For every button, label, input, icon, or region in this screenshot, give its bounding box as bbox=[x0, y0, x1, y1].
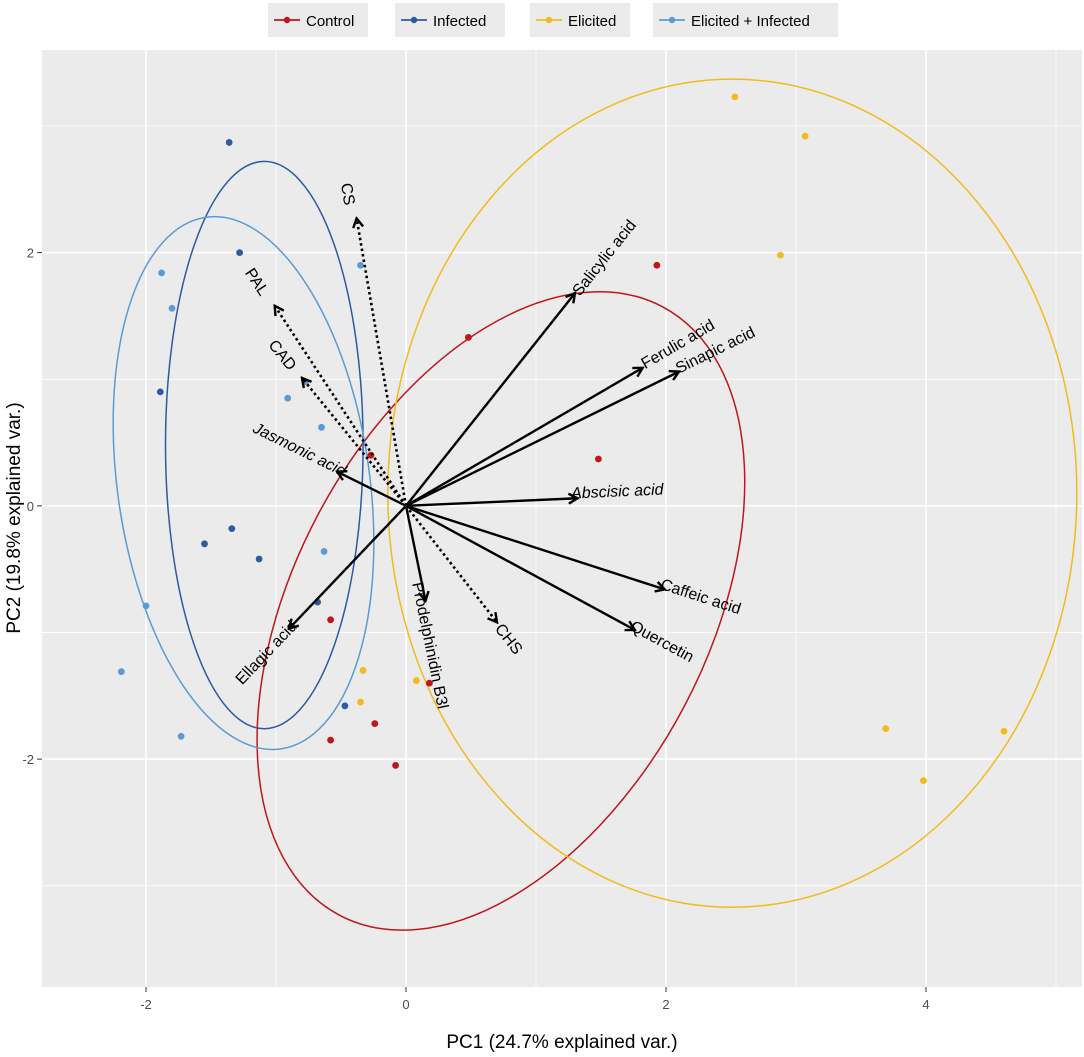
ellipse-infected bbox=[164, 160, 364, 730]
y-axis-title: PC2 (19.8% explained var.) bbox=[4, 402, 25, 633]
axis-ticks: -2 0 2 4 -2 0 2 bbox=[22, 246, 929, 1012]
x-tick-label: -2 bbox=[140, 997, 152, 1012]
legend-label-elicited: Elicited bbox=[568, 13, 616, 30]
point-elicited[interactable] bbox=[777, 251, 784, 259]
legend-item-control[interactable]: Control bbox=[268, 3, 368, 37]
x-axis-title: PC1 (24.7% explained var.) bbox=[446, 1032, 677, 1053]
point-control[interactable] bbox=[426, 679, 433, 687]
point-elicited-infected[interactable] bbox=[284, 394, 292, 402]
x-tick-label: 0 bbox=[402, 997, 409, 1012]
y-tick-label: -2 bbox=[22, 752, 34, 767]
point-elicited-infected[interactable] bbox=[142, 602, 150, 610]
point-infected[interactable] bbox=[255, 555, 263, 563]
loading-arrow-prodelphinidin-b3l bbox=[404, 505, 426, 601]
gridlines bbox=[42, 50, 1082, 987]
legend-item-elicited-infected[interactable]: Elicited + Infected bbox=[653, 3, 838, 37]
loading-label-cs: CS bbox=[337, 182, 358, 207]
point-elicited-infected[interactable] bbox=[117, 668, 125, 676]
point-elicited[interactable] bbox=[359, 667, 367, 674]
point-control[interactable] bbox=[371, 720, 379, 728]
loading-arrow-jasmonic-acid bbox=[337, 472, 407, 507]
ellipse-elicited bbox=[387, 78, 1078, 908]
point-infected[interactable] bbox=[236, 249, 244, 256]
plot-panel bbox=[42, 50, 1082, 987]
point-elicited[interactable] bbox=[357, 698, 364, 706]
point-elicited[interactable] bbox=[413, 677, 420, 684]
point-elicited[interactable] bbox=[1000, 727, 1008, 735]
loading-arrow-quercetin bbox=[405, 504, 635, 630]
legend-item-infected[interactable]: Infected bbox=[395, 3, 505, 37]
point-elicited-infected[interactable] bbox=[357, 261, 364, 269]
point-elicited[interactable] bbox=[731, 93, 739, 101]
loading-label-abscisic-acid: Abscisic acid bbox=[570, 481, 665, 502]
point-infected[interactable] bbox=[201, 540, 208, 548]
loading-arrow-chs bbox=[404, 505, 497, 622]
point-infected[interactable] bbox=[225, 139, 233, 146]
legend-label-control: Control bbox=[306, 13, 354, 30]
legend-label-elicited-infected: Elicited + Infected bbox=[691, 13, 810, 30]
loading-arrow-salicylic-acid bbox=[405, 293, 575, 507]
point-control[interactable] bbox=[392, 762, 399, 769]
y-tick-label: 2 bbox=[27, 246, 34, 261]
point-elicited[interactable] bbox=[801, 132, 809, 140]
loading-arrow-abscisic-acid bbox=[405, 498, 578, 508]
loading-arrow-pal bbox=[275, 306, 408, 507]
point-elicited-infected[interactable] bbox=[320, 548, 328, 555]
x-tick-label: 2 bbox=[662, 997, 669, 1012]
legend: Control Infected Elicited Elicited + Inf… bbox=[268, 3, 838, 37]
point-elicited-infected[interactable] bbox=[158, 269, 166, 277]
confidence-ellipses bbox=[112, 78, 1078, 931]
point-elicited-infected[interactable] bbox=[168, 304, 176, 312]
legend-key-dot bbox=[668, 16, 676, 24]
point-elicited-infected[interactable] bbox=[318, 423, 325, 431]
ellipse-control bbox=[256, 290, 746, 931]
point-elicited[interactable] bbox=[882, 725, 890, 733]
point-control[interactable] bbox=[653, 261, 661, 269]
point-infected[interactable] bbox=[341, 702, 349, 710]
point-control[interactable] bbox=[327, 736, 334, 744]
point-infected[interactable] bbox=[228, 525, 236, 533]
point-elicited[interactable] bbox=[920, 777, 927, 785]
point-elicited-infected[interactable] bbox=[177, 732, 185, 740]
loading-arrow-caffeic-acid bbox=[405, 504, 665, 590]
loading-arrow-ellagic-acid bbox=[289, 505, 407, 629]
sample-points bbox=[117, 93, 1008, 785]
ellipse-elicited-infected bbox=[112, 215, 375, 751]
legend-key-dot bbox=[283, 16, 291, 24]
point-control[interactable] bbox=[367, 451, 375, 459]
legend-key-dot bbox=[410, 16, 418, 24]
point-control[interactable] bbox=[327, 616, 334, 624]
loading-arrow-ferulic-acid bbox=[405, 368, 643, 507]
legend-item-elicited[interactable]: Elicited bbox=[530, 3, 630, 37]
loading-arrow-sinapic-acid bbox=[405, 372, 679, 507]
loading-arrow-cs bbox=[357, 218, 408, 507]
y-tick-label: 0 bbox=[27, 499, 34, 514]
legend-key-dot bbox=[545, 16, 553, 24]
legend-label-infected: Infected bbox=[433, 13, 486, 30]
point-infected[interactable] bbox=[156, 388, 164, 396]
point-control[interactable] bbox=[465, 334, 472, 341]
x-tick-label: 4 bbox=[922, 997, 929, 1012]
point-control[interactable] bbox=[595, 455, 602, 463]
